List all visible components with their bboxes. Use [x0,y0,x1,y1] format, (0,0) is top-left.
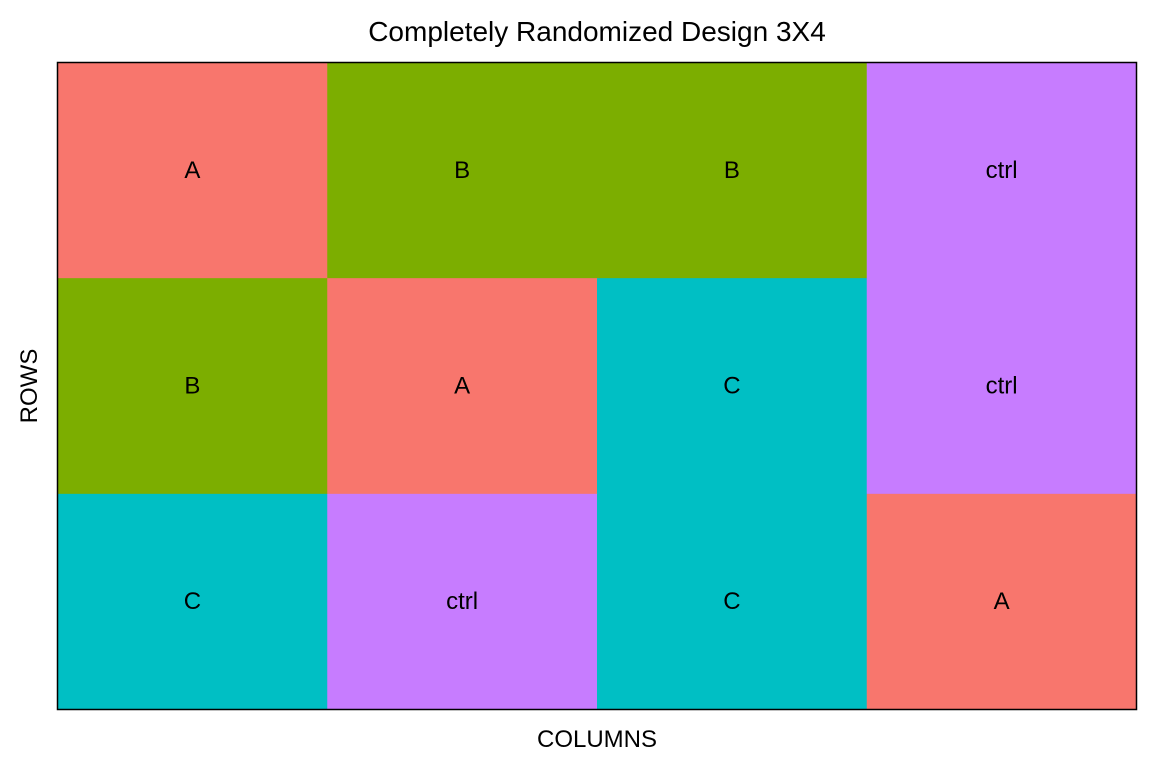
plot-border [56,61,1138,711]
cell-r1-c2 [327,62,598,279]
chart-title: Completely Randomized Design 3X4 [368,16,826,47]
cell-label-r3-c4: A [994,588,1010,615]
cell-label-r2-c4: ctrl [986,373,1018,400]
cell-label-r1-c2: B [454,157,470,184]
cell-label-r2-c1: B [184,373,200,400]
cell-r1-c3 [597,62,868,279]
cell-label-r3-c3: C [723,588,740,615]
cell-r2-c4 [866,278,1137,495]
cell-r3-c1 [57,493,328,710]
cell-label-r3-c2: ctrl [446,588,478,615]
cell-r2-c2 [327,278,598,495]
cell-label-r3-c1: C [184,588,201,615]
cell-label-r2-c2: A [454,373,470,400]
cell-r3-c4 [866,493,1137,710]
cell-label-r1-c1: A [184,157,200,184]
cell-r3-c2 [327,493,598,710]
cell-label-r1-c4: ctrl [986,157,1018,184]
cell-r2-c1 [57,278,328,495]
cell-r2-c3 [597,278,868,495]
cell-label-r2-c3: C [723,373,740,400]
cell-r3-c3 [597,493,868,710]
cell-r1-c4 [866,62,1137,279]
cell-label-r1-c3: B [724,157,740,184]
x-axis-label: COLUMNS [537,726,657,753]
cell-r1-c1 [57,62,328,279]
y-axis-label: ROWS [16,349,43,424]
